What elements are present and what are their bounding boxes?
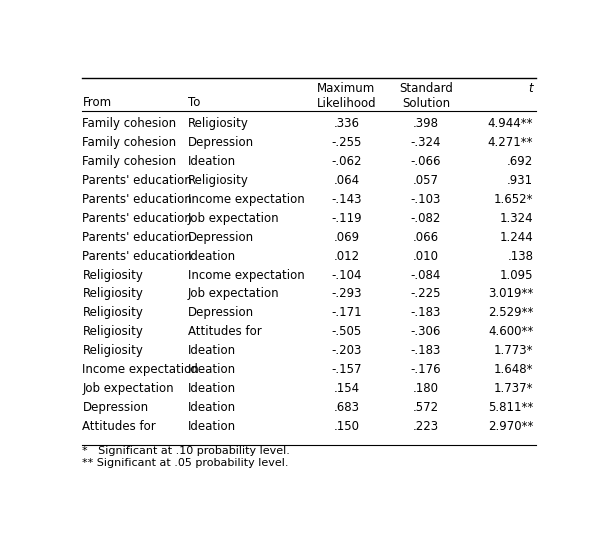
Text: Religiosity: Religiosity bbox=[83, 269, 144, 281]
Text: -.062: -.062 bbox=[331, 155, 362, 168]
Text: .398: .398 bbox=[413, 117, 439, 130]
Text: Depression: Depression bbox=[188, 231, 254, 244]
Text: Religiosity: Religiosity bbox=[83, 344, 144, 357]
Text: Family cohesion: Family cohesion bbox=[83, 155, 177, 168]
Text: .692: .692 bbox=[507, 155, 534, 168]
Text: Income expectation: Income expectation bbox=[188, 269, 305, 281]
Text: -.225: -.225 bbox=[411, 287, 441, 301]
Text: .223: .223 bbox=[413, 420, 439, 433]
Text: Parents' education: Parents' education bbox=[83, 174, 192, 187]
Text: 2.970**: 2.970** bbox=[488, 420, 534, 433]
Text: -.082: -.082 bbox=[411, 212, 441, 225]
Text: Ideation: Ideation bbox=[188, 363, 236, 376]
Text: -.104: -.104 bbox=[331, 269, 362, 281]
Text: Ideation: Ideation bbox=[188, 382, 236, 395]
Text: Job expectation: Job expectation bbox=[83, 382, 174, 395]
Text: 2.529**: 2.529** bbox=[488, 307, 534, 319]
Text: Ideation: Ideation bbox=[188, 249, 236, 263]
Text: .138: .138 bbox=[507, 249, 534, 263]
Text: To: To bbox=[188, 96, 200, 109]
Text: Depression: Depression bbox=[188, 307, 254, 319]
Text: -.157: -.157 bbox=[331, 363, 362, 376]
Text: t: t bbox=[529, 82, 534, 95]
Text: Job expectation: Job expectation bbox=[188, 287, 279, 301]
Text: -.084: -.084 bbox=[411, 269, 441, 281]
Text: -.255: -.255 bbox=[331, 136, 362, 149]
Text: Religiosity: Religiosity bbox=[188, 117, 248, 130]
Text: Standard
Solution: Standard Solution bbox=[399, 82, 453, 110]
Text: Religiosity: Religiosity bbox=[83, 325, 144, 338]
Text: 1.652*: 1.652* bbox=[494, 193, 534, 206]
Text: -.176: -.176 bbox=[411, 363, 441, 376]
Text: Income expectation: Income expectation bbox=[83, 363, 199, 376]
Text: .064: .064 bbox=[333, 174, 359, 187]
Text: Parents' education: Parents' education bbox=[83, 212, 192, 225]
Text: 1.324: 1.324 bbox=[500, 212, 534, 225]
Text: .069: .069 bbox=[333, 231, 359, 244]
Text: -.203: -.203 bbox=[331, 344, 362, 357]
Text: Ideation: Ideation bbox=[188, 155, 236, 168]
Text: Religiosity: Religiosity bbox=[83, 307, 144, 319]
Text: -.103: -.103 bbox=[411, 193, 441, 206]
Text: 1.244: 1.244 bbox=[500, 231, 534, 244]
Text: Parents' education: Parents' education bbox=[83, 193, 192, 206]
Text: Parents' education: Parents' education bbox=[83, 249, 192, 263]
Text: -.306: -.306 bbox=[411, 325, 441, 338]
Text: *   Significant at .10 probability level.: * Significant at .10 probability level. bbox=[83, 445, 290, 456]
Text: Attitudes for: Attitudes for bbox=[83, 420, 156, 433]
Text: 4.271**: 4.271** bbox=[488, 136, 534, 149]
Text: 1.737*: 1.737* bbox=[494, 382, 534, 395]
Text: -.143: -.143 bbox=[331, 193, 362, 206]
Text: Religiosity: Religiosity bbox=[83, 287, 144, 301]
Text: .010: .010 bbox=[413, 249, 439, 263]
Text: Ideation: Ideation bbox=[188, 344, 236, 357]
Text: Ideation: Ideation bbox=[188, 401, 236, 414]
Text: .057: .057 bbox=[413, 174, 439, 187]
Text: -.066: -.066 bbox=[411, 155, 441, 168]
Text: .012: .012 bbox=[333, 249, 359, 263]
Text: Attitudes for: Attitudes for bbox=[188, 325, 261, 338]
Text: 3.019**: 3.019** bbox=[488, 287, 534, 301]
Text: -.119: -.119 bbox=[331, 212, 362, 225]
Text: Ideation: Ideation bbox=[188, 420, 236, 433]
Text: -.505: -.505 bbox=[331, 325, 362, 338]
Text: 1.648*: 1.648* bbox=[494, 363, 534, 376]
Text: .931: .931 bbox=[507, 174, 534, 187]
Text: 5.811**: 5.811** bbox=[488, 401, 534, 414]
Text: -.293: -.293 bbox=[331, 287, 362, 301]
Text: Family cohesion: Family cohesion bbox=[83, 117, 177, 130]
Text: .683: .683 bbox=[333, 401, 359, 414]
Text: 1.773*: 1.773* bbox=[494, 344, 534, 357]
Text: Religiosity: Religiosity bbox=[188, 174, 248, 187]
Text: .066: .066 bbox=[413, 231, 439, 244]
Text: Parents' education: Parents' education bbox=[83, 231, 192, 244]
Text: Family cohesion: Family cohesion bbox=[83, 136, 177, 149]
Text: .180: .180 bbox=[413, 382, 439, 395]
Text: Job expectation: Job expectation bbox=[188, 212, 279, 225]
Text: 4.600**: 4.600** bbox=[488, 325, 534, 338]
Text: Depression: Depression bbox=[188, 136, 254, 149]
Text: .154: .154 bbox=[333, 382, 359, 395]
Text: .150: .150 bbox=[333, 420, 359, 433]
Text: Depression: Depression bbox=[83, 401, 148, 414]
Text: .336: .336 bbox=[333, 117, 359, 130]
Text: -.183: -.183 bbox=[411, 344, 441, 357]
Text: -.171: -.171 bbox=[331, 307, 362, 319]
Text: Maximum
Likelihood: Maximum Likelihood bbox=[317, 82, 376, 110]
Text: 4.944**: 4.944** bbox=[488, 117, 534, 130]
Text: -.183: -.183 bbox=[411, 307, 441, 319]
Text: .572: .572 bbox=[413, 401, 439, 414]
Text: 1.095: 1.095 bbox=[500, 269, 534, 281]
Text: ** Significant at .05 probability level.: ** Significant at .05 probability level. bbox=[83, 458, 289, 468]
Text: Income expectation: Income expectation bbox=[188, 193, 305, 206]
Text: -.324: -.324 bbox=[411, 136, 441, 149]
Text: From: From bbox=[83, 96, 112, 109]
